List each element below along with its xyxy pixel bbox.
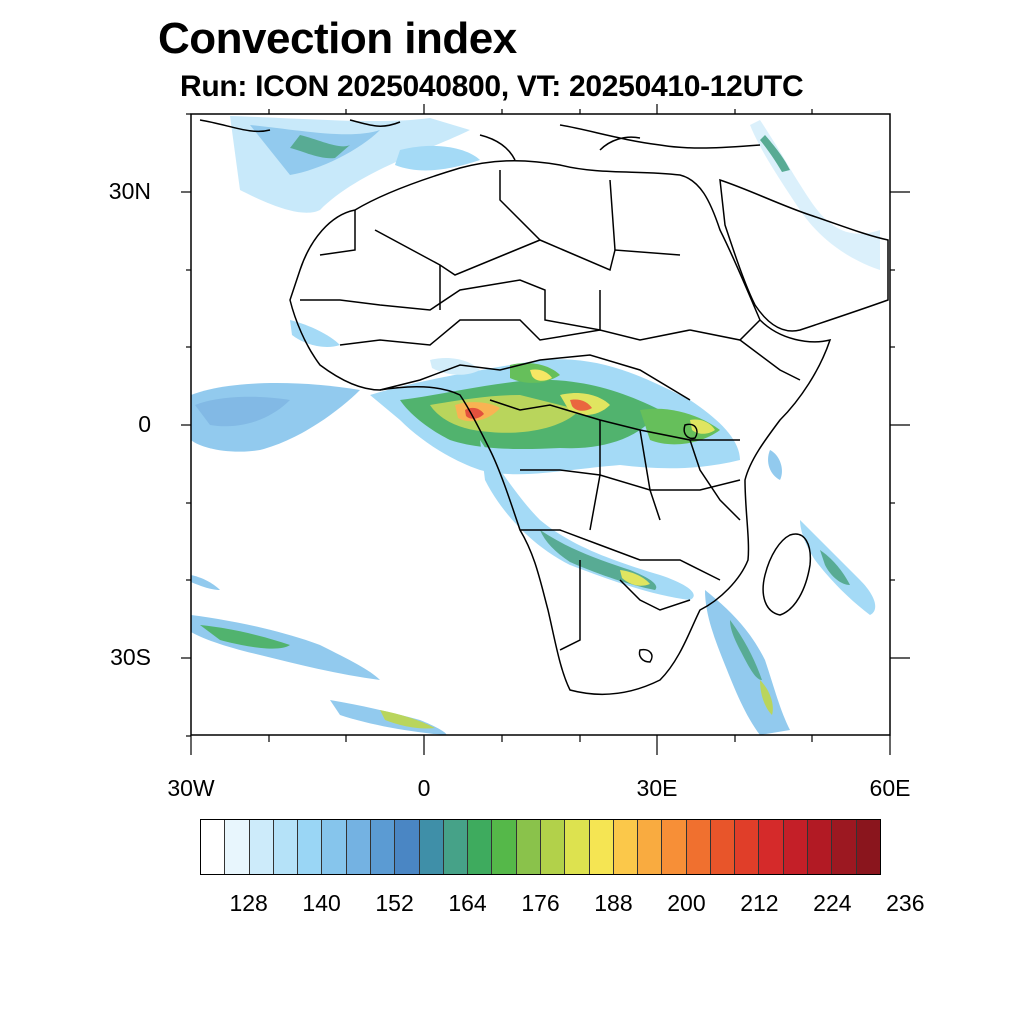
- country-borders: [199, 119, 889, 696]
- colorbar-swatch: [370, 820, 396, 874]
- colorbar-swatch: [201, 820, 226, 874]
- colorbar-swatch: [613, 820, 639, 874]
- colorbar-swatch: [808, 820, 833, 874]
- colorbar-swatch: [249, 820, 274, 874]
- lat-label-0: 0: [138, 411, 151, 437]
- lat-label-30n: 30N: [108, 178, 151, 204]
- latitude-ticks: [181, 113, 910, 737]
- colorbar-swatch: [565, 820, 590, 874]
- colorbar-swatch: [298, 820, 323, 874]
- colorbar-tick-label: 152: [375, 890, 414, 916]
- colorbar-swatch: [492, 820, 517, 874]
- colorbar-swatch: [322, 820, 347, 874]
- colorbar-swatch: [273, 820, 299, 874]
- longitude-ticks: [190, 104, 891, 755]
- colorbar-swatch: [686, 820, 711, 874]
- colorbar-swatch: [662, 820, 687, 874]
- colorbar-swatch: [783, 820, 809, 874]
- colorbar-tick-label: 212: [740, 890, 779, 916]
- lon-label-60e: 60E: [869, 775, 911, 801]
- colorbar: [200, 819, 881, 875]
- colorbar-tick-label: 176: [521, 890, 560, 916]
- colorbar-swatch: [710, 820, 736, 874]
- colorbar-swatch: [638, 820, 663, 874]
- lon-label-30w: 30W: [167, 775, 215, 801]
- colorbar-swatch: [419, 820, 444, 874]
- colorbar-tick-label: 164: [448, 890, 487, 916]
- colorbar-tick-label: 188: [594, 890, 633, 916]
- lon-label-30e: 30E: [636, 775, 678, 801]
- colorbar-swatch: [759, 820, 784, 874]
- colorbar-swatch: [468, 820, 493, 874]
- colorbar-swatch: [832, 820, 857, 874]
- colorbar-swatch: [735, 820, 760, 874]
- colorbar-swatch: [516, 820, 541, 874]
- colorbar-swatch: [589, 820, 614, 874]
- colorbar-swatch: [443, 820, 469, 874]
- map-title: Convection index: [158, 14, 517, 63]
- colorbar-swatch: [346, 820, 371, 874]
- colorbar-swatch: [395, 820, 420, 874]
- colorbar-swatch: [225, 820, 250, 874]
- convection-field: [191, 116, 880, 735]
- colorbar-tick-label: 224: [813, 890, 852, 916]
- colorbar-tick-label: 236: [886, 890, 925, 916]
- colorbar-tick-label: 140: [302, 890, 341, 916]
- map-subtitle: Run: ICON 2025040800, VT: 20250410-12UTC: [180, 70, 804, 103]
- colorbar-swatch: [540, 820, 566, 874]
- colorbar-swatch: [856, 820, 880, 874]
- lat-label-30s: 30S: [110, 644, 151, 670]
- colorbar-tick-label: 200: [667, 890, 706, 916]
- lon-label-0: 0: [417, 775, 431, 801]
- colorbar-tick-label: 128: [229, 890, 268, 916]
